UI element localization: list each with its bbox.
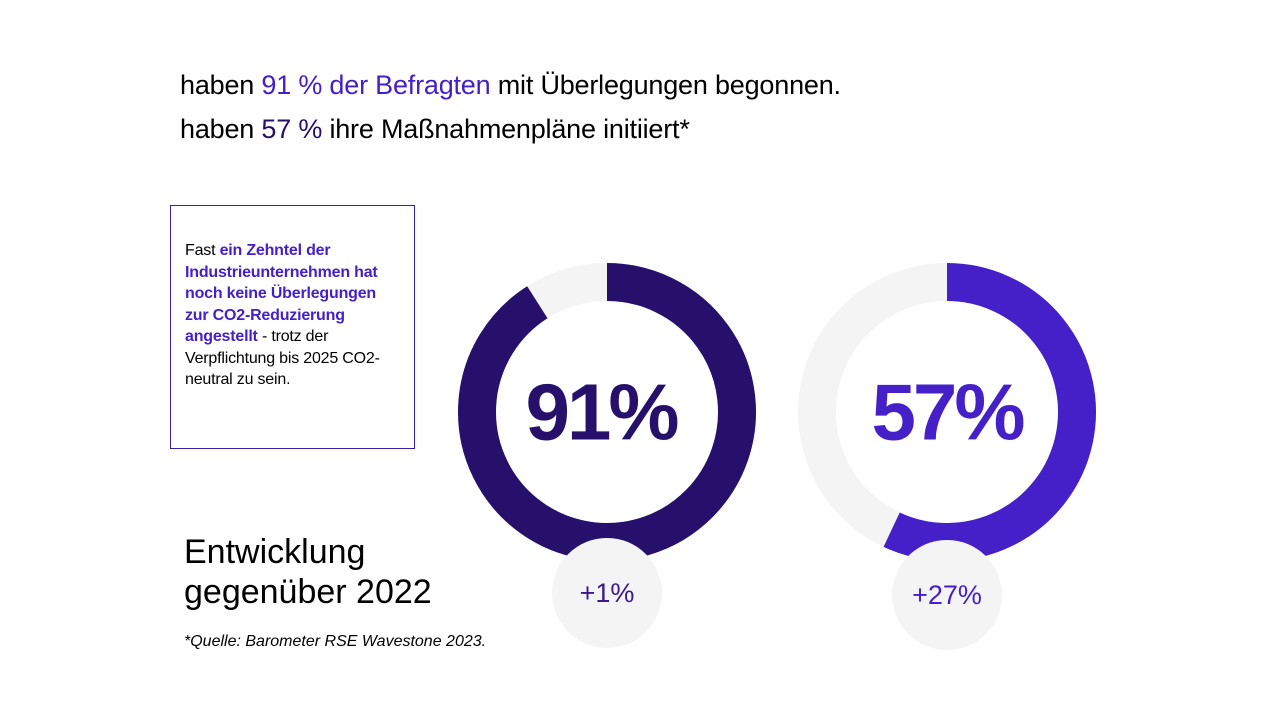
delta-badge-1: +1% <box>552 538 662 648</box>
callout-tail: - trotz der Verpflichtung bis 2025 CO2-n… <box>185 328 380 388</box>
headline-1-highlight: 91 % der Befragten <box>261 70 491 100</box>
headline-2-highlight: 57 % <box>261 114 323 144</box>
donut-chart-2: 57% <box>798 263 1096 561</box>
headline-line-2: haben 57 % ihre Maßnahmenpläne initiiert… <box>180 112 690 146</box>
callout-lead: Fast <box>185 242 220 259</box>
donut-chart-1: 91% <box>458 263 756 561</box>
headline-2-suffix: ihre Maßnahmenpläne initiiert* <box>322 114 690 144</box>
callout-bold: ein Zehntel der Industrieunternehmen hat… <box>185 242 378 345</box>
callout-text: Fast ein Zehntel der Industrieunternehme… <box>185 240 403 391</box>
callout-box: Fast ein Zehntel der Industrieunternehme… <box>170 205 415 449</box>
source-note: *Quelle: Barometer RSE Wavestone 2023. <box>184 633 487 650</box>
headline-1-suffix: mit Überlegungen begonnen. <box>490 70 841 100</box>
donut-1-value-label: 91% <box>525 368 678 457</box>
donut-2-value-label: 57% <box>871 368 1024 457</box>
donut-1-arc <box>458 263 756 561</box>
delta-1-text: +1% <box>579 577 635 608</box>
headline-1-prefix: haben <box>180 70 262 100</box>
headline-line-1: haben 91 % der Befragten mit Überlegunge… <box>180 68 841 102</box>
development-title: Entwicklung gegenüber 2022 <box>184 533 432 611</box>
headline-2-prefix: haben <box>180 114 262 144</box>
delta-badge-2: +27% <box>892 540 1002 650</box>
delta-2-text: +27% <box>912 579 982 610</box>
